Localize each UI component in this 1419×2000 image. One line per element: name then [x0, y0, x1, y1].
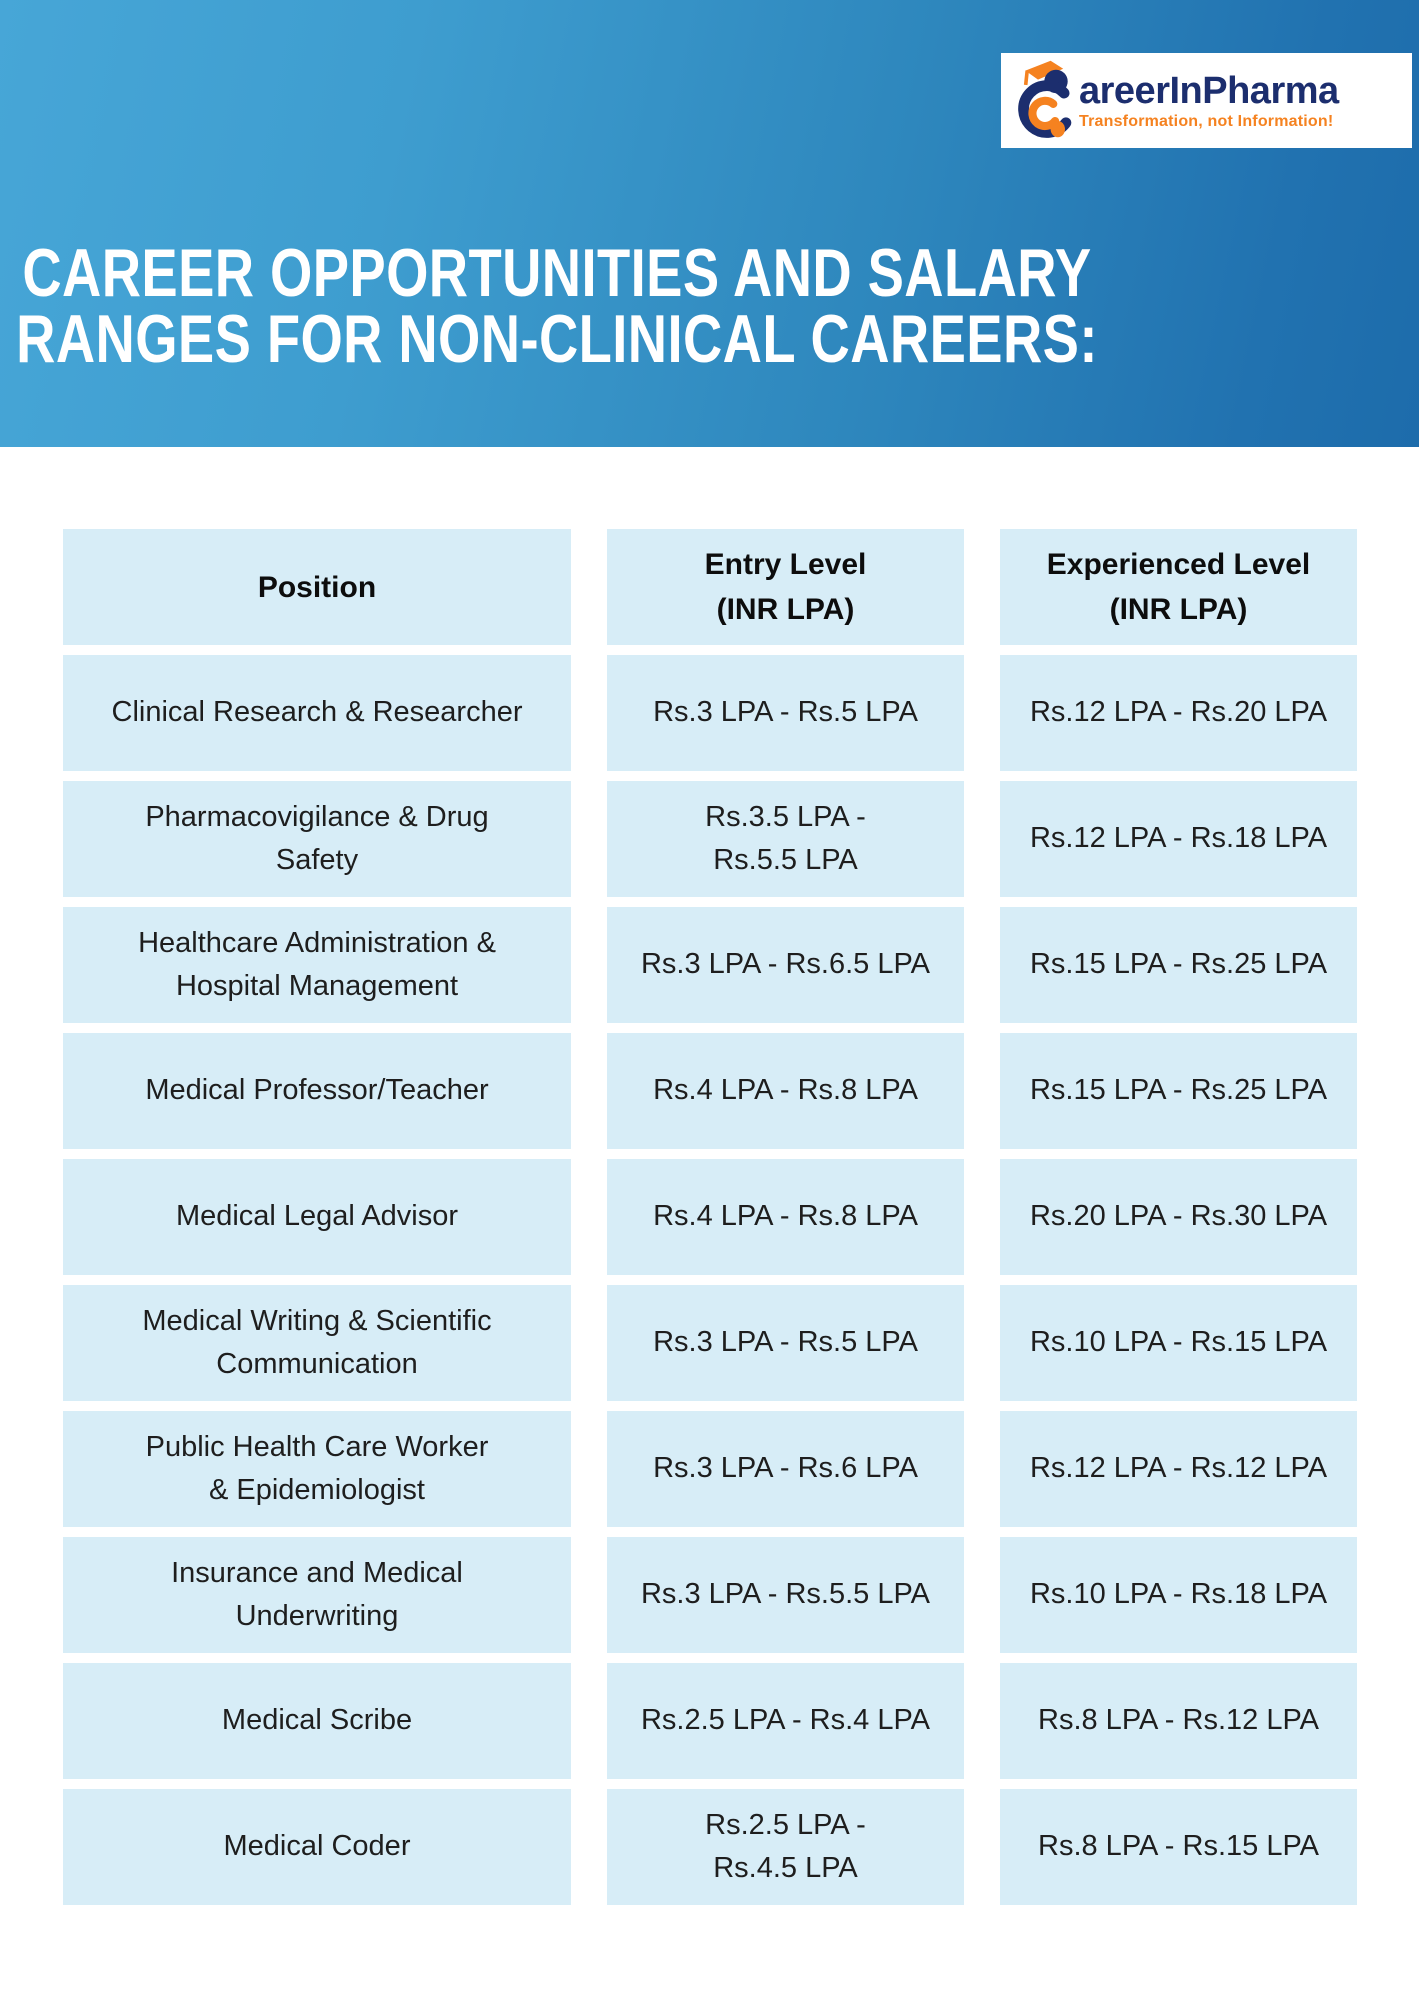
table-cell-entry: Rs.3 LPA - Rs.6 LPA [607, 1411, 964, 1527]
table-cell-entry: Rs.3 LPA - Rs.5.5 LPA [607, 1537, 964, 1653]
page-title-line2: RANGES FOR NON-CLINICAL CAREERS: [16, 301, 1098, 377]
table-cell-position: Insurance and Medical Underwriting [63, 1537, 571, 1653]
graduate-person-c-icon [1011, 57, 1083, 145]
table-cell-entry: Rs.3 LPA - Rs.5 LPA [607, 1285, 964, 1401]
table-cell-position: Healthcare Administration & Hospital Man… [63, 907, 571, 1023]
table-cell-experienced: Rs.10 LPA - Rs.15 LPA [1000, 1285, 1357, 1401]
table-cell-entry: Rs.4 LPA - Rs.8 LPA [607, 1159, 964, 1275]
table-cell-position: Medical Writing & Scientific Communicati… [63, 1285, 571, 1401]
brand-name: areerInPharma [1079, 69, 1339, 112]
table-cell-position: Public Health Care Worker & Epidemiologi… [63, 1411, 571, 1527]
table-cell-position: Medical Legal Advisor [63, 1159, 571, 1275]
table-cell-entry: Rs.2.5 LPA - Rs.4 LPA [607, 1663, 964, 1779]
page-title-line1: CAREER OPPORTUNITIES AND SALARY [22, 235, 1092, 311]
table-cell-position: Clinical Research & Researcher [63, 655, 571, 771]
table-cell-entry: Rs.4 LPA - Rs.8 LPA [607, 1033, 964, 1149]
table-cell-experienced: Rs.8 LPA - Rs.15 LPA [1000, 1789, 1357, 1905]
table-cell-position: Medical Coder [63, 1789, 571, 1905]
table-cell-experienced: Rs.12 LPA - Rs.18 LPA [1000, 781, 1357, 897]
table-cell-experienced: Rs.12 LPA - Rs.12 LPA [1000, 1411, 1357, 1527]
table-cell-experienced: Rs.8 LPA - Rs.12 LPA [1000, 1663, 1357, 1779]
table-cell-entry: Rs.3 LPA - Rs.5 LPA [607, 655, 964, 771]
table-cell-position: Medical Professor/Teacher [63, 1033, 571, 1149]
column-header-entry-level: Entry Level (INR LPA) [607, 529, 964, 645]
table-cell-entry: Rs.3.5 LPA - Rs.5.5 LPA [607, 781, 964, 897]
column-header-position: Position [63, 529, 571, 645]
table-cell-experienced: Rs.15 LPA - Rs.25 LPA [1000, 907, 1357, 1023]
table-cell-position: Medical Scribe [63, 1663, 571, 1779]
table-cell-experienced: Rs.15 LPA - Rs.25 LPA [1000, 1033, 1357, 1149]
table-cell-experienced: Rs.20 LPA - Rs.30 LPA [1000, 1159, 1357, 1275]
page-title: CAREER OPPORTUNITIES AND SALARY RANGES F… [16, 235, 1098, 377]
column-header-experienced-level: Experienced Level (INR LPA) [1000, 529, 1357, 645]
logo-text-block: areerInPharma Transformation, not Inform… [1079, 72, 1339, 130]
table-cell-position: Pharmacovigilance & Drug Safety [63, 781, 571, 897]
salary-table: Position Entry Level (INR LPA) Experienc… [63, 529, 1357, 1905]
brand-tagline: Transformation, not Information! [1079, 112, 1334, 130]
table-cell-experienced: Rs.10 LPA - Rs.18 LPA [1000, 1537, 1357, 1653]
table-cell-entry: Rs.2.5 LPA - Rs.4.5 LPA [607, 1789, 964, 1905]
table-cell-experienced: Rs.12 LPA - Rs.20 LPA [1000, 655, 1357, 771]
careerinpharma-logo: areerInPharma Transformation, not Inform… [1001, 53, 1412, 148]
table-cell-entry: Rs.3 LPA - Rs.6.5 LPA [607, 907, 964, 1023]
